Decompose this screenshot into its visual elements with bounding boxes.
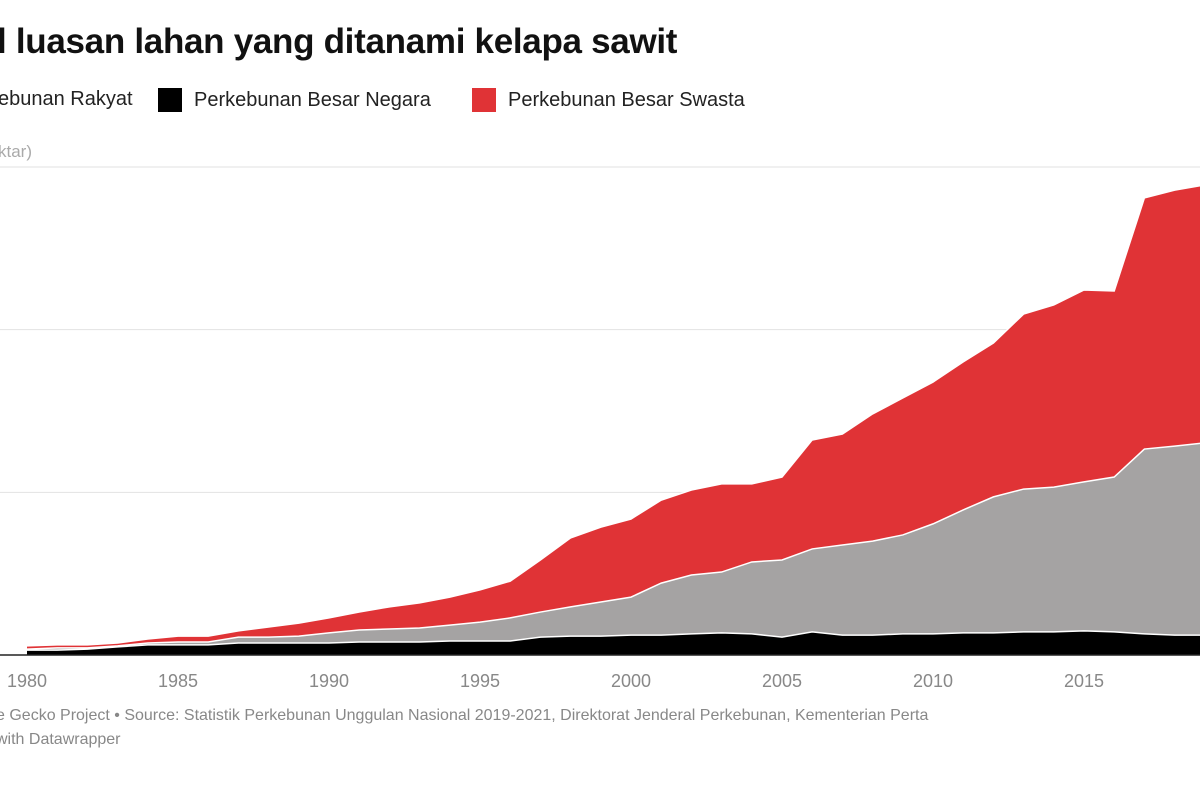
legend-swatch	[158, 88, 182, 112]
area-perkebunan-besar-negara	[27, 630, 1200, 655]
x-tick-label: 1990	[309, 671, 349, 691]
series-boundary-line	[27, 630, 1200, 651]
x-tick-label: 2015	[1064, 671, 1104, 691]
legend-item-swasta: Perkebunan Besar Swasta	[472, 88, 745, 112]
legend-label: ebunan Rakyat	[0, 88, 133, 110]
y-axis-unit-label: ktar)	[0, 142, 32, 161]
series-boundary-line	[26, 184, 1200, 647]
x-tick-label: 2005	[762, 671, 802, 691]
x-tick-label: 1980	[7, 671, 47, 691]
series-boundary-line	[26, 442, 1200, 650]
legend-item-rakyat: ebunan Rakyat	[0, 88, 133, 111]
x-tick-label: 2010	[913, 671, 953, 691]
legend-swatch	[472, 88, 496, 112]
area-ebunan-rakyat	[27, 443, 1200, 655]
x-tick-label: 1985	[158, 671, 198, 691]
source-note: e Gecko Project • Source: Statistik Perk…	[0, 707, 929, 724]
x-tick-label: 1995	[460, 671, 500, 691]
chart-title: l luasan lahan yang ditanami kelapa sawi…	[0, 22, 678, 61]
legend-label: Perkebunan Besar Swasta	[508, 88, 745, 111]
x-tick-label: 2000	[611, 671, 651, 691]
legend-label: Perkebunan Besar Negara	[194, 88, 431, 111]
legend-item-negara: Perkebunan Besar Negara	[158, 88, 431, 112]
credit-note: with Datawrapper	[0, 731, 121, 748]
